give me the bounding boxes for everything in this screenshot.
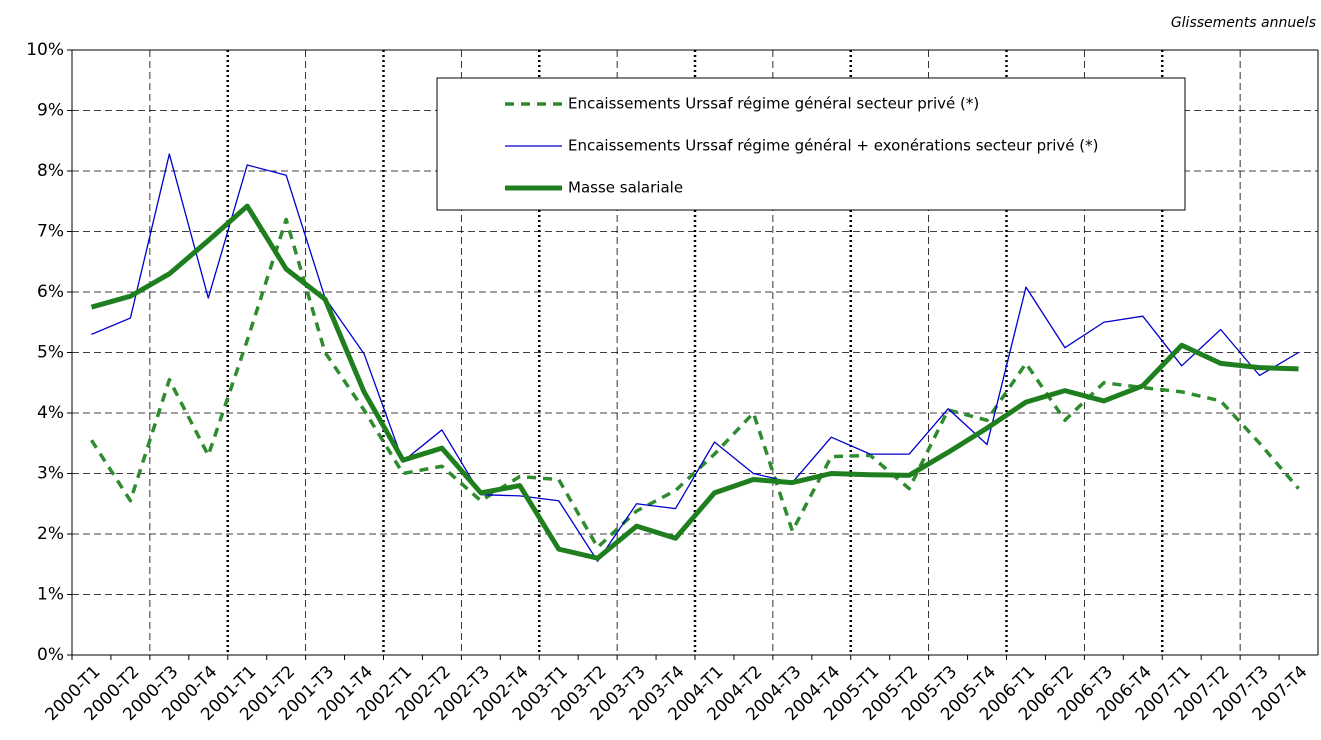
y-tick-label: 10% [26,40,64,60]
legend-label: Encaissements Urssaf régime général + ex… [568,137,1099,155]
y-tick-label: 5% [37,343,64,363]
series-line [91,153,1299,562]
y-tick-label: 2% [37,524,64,544]
y-tick-label: 9% [37,101,64,121]
series-line [90,203,1299,561]
y-tick-label: 7% [37,222,64,242]
legend-label: Encaissements Urssaf régime général sect… [568,95,979,113]
y-tick-label: 6% [37,282,64,302]
series-line [89,217,1300,550]
y-tick-label: 8% [37,161,64,181]
legend-label: Masse salariale [568,179,683,197]
subtitle: Glissements annuels [1171,15,1316,31]
y-tick-label: 1% [37,585,64,605]
y-tick-label: 3% [37,464,64,484]
y-tick-label: 4% [37,403,64,423]
y-tick-label: 0% [37,645,64,665]
